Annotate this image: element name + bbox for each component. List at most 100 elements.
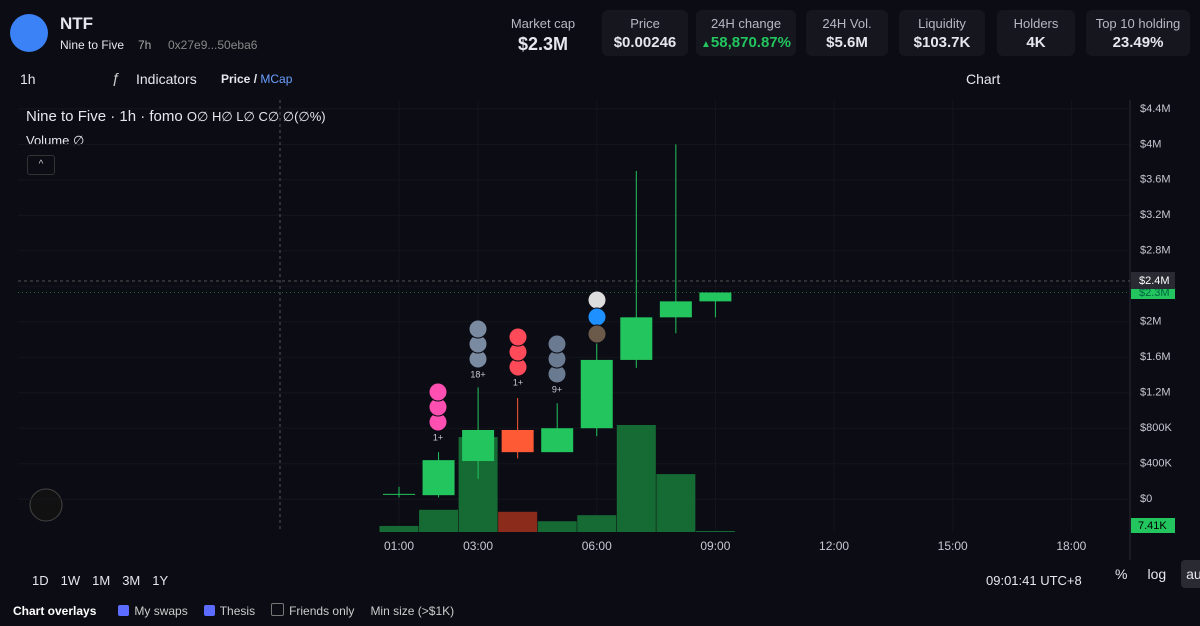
volume-bar	[577, 515, 617, 532]
indicators[interactable]: Indicators	[136, 71, 197, 87]
trader-avatar	[468, 319, 488, 339]
overlay-option[interactable]: Thesis	[203, 604, 256, 618]
stat: Market cap $2.3M	[505, 10, 581, 56]
checkbox	[271, 603, 285, 616]
option-label: My swaps	[134, 604, 188, 618]
stat-value: $103.7K	[899, 34, 985, 51]
checkbox	[203, 605, 215, 616]
x-tick-label: 18:00	[1056, 539, 1086, 553]
trader-avatar	[508, 327, 528, 347]
price-toggle[interactable]: Price / MCap	[221, 72, 293, 86]
legend-ohlc: O∅ H∅ L∅ C∅ ∅(∅%)	[186, 109, 326, 124]
trader-avatar	[587, 324, 607, 344]
up-arrow: ▲	[701, 39, 711, 50]
token-name: Nine to Five	[60, 38, 125, 52]
range-button[interactable]: 3M	[122, 573, 141, 588]
volume-tag	[1131, 518, 1175, 533]
badge-label: 9+	[552, 384, 562, 394]
y-tick-label: $1.6M	[1140, 351, 1171, 363]
value: $5.6M	[826, 34, 868, 51]
range-button[interactable]: 1W	[60, 573, 81, 588]
stat-label: Price	[630, 16, 660, 31]
fx-icon: ƒ	[112, 70, 121, 87]
scale-button[interactable]: log	[1147, 566, 1167, 582]
candle-body	[501, 429, 534, 453]
stat-value: ▲58,870.87%	[696, 34, 796, 51]
badge-label: 1+	[433, 432, 443, 442]
price: Price	[221, 72, 251, 86]
trader-avatar	[587, 307, 607, 327]
stat-label: 24H change	[710, 16, 782, 31]
overlay-option[interactable]: Friends only	[271, 603, 355, 618]
legend-name: Nine to Five · 1h · fomo	[26, 108, 183, 125]
scale-button[interactable]: auto	[1181, 560, 1200, 588]
x-tick-label: 15:00	[938, 539, 968, 553]
trader-avatar	[587, 290, 607, 310]
volume-bar	[656, 474, 696, 532]
min-size[interactable]: Min size (>$1K)	[370, 604, 455, 618]
x-tick-label: 09:00	[700, 539, 730, 553]
x-tick-label: 06:00	[582, 539, 612, 553]
y-tick-label: $400K	[1140, 458, 1172, 470]
volume-bar	[537, 521, 577, 532]
age: 7h	[138, 38, 152, 52]
y-tick-label: $0	[1140, 493, 1152, 505]
overlay-option[interactable]: My swaps	[118, 604, 188, 618]
interval[interactable]: 1h	[20, 71, 36, 87]
value: 23.49%	[1112, 34, 1164, 51]
y-tick-label: $4M	[1140, 138, 1161, 150]
option-label: Friends only	[289, 604, 355, 618]
y-tick-label: $3.6M	[1140, 174, 1171, 186]
stat-label: 24H Vol.	[822, 16, 872, 31]
scales: % logauto	[1100, 560, 1200, 588]
range-button[interactable]: 1D	[32, 573, 49, 588]
volume-label: 7.41K	[1138, 520, 1167, 532]
last-price-label: $2.3M	[1139, 287, 1170, 299]
collapse-button[interactable]: ^	[27, 155, 55, 175]
candle-body	[659, 301, 692, 318]
candle-body	[462, 429, 495, 462]
trader-avatar	[547, 334, 567, 354]
stat-value: $5.6M	[806, 34, 888, 51]
volume-bar	[419, 509, 459, 532]
stat: Top 10 holding 23.49%	[1086, 10, 1190, 56]
volume-bar	[695, 531, 735, 532]
y-tick-label: $1.2M	[1140, 387, 1171, 399]
badge-label: 1+	[513, 377, 523, 387]
volume-bar	[379, 525, 419, 532]
value: $103.7K	[913, 34, 971, 51]
volume-bar	[616, 425, 656, 532]
stat-value: 23.49%	[1086, 34, 1190, 51]
chart-type[interactable]: Chart	[966, 71, 1001, 87]
value: 4K	[1026, 34, 1046, 51]
checkbox	[118, 605, 130, 616]
value: 58,870.87%	[710, 34, 791, 51]
range-button[interactable]: 1Y	[152, 573, 169, 588]
x-tick-label: 12:00	[819, 539, 849, 553]
stat-label: Top 10 holding	[1095, 16, 1181, 31]
value: $2.3M	[517, 34, 569, 54]
stat: Holders 4K	[997, 10, 1075, 56]
stat: 24H Vol. $5.6M	[806, 10, 888, 56]
legend-title: Nine to Five · 1h · fomo O∅ H∅ L∅ C∅ ∅(∅…	[26, 108, 326, 125]
x-tick-label: 03:00	[463, 539, 493, 553]
range-button[interactable]: 1M	[92, 573, 111, 588]
token-avatar	[10, 14, 48, 52]
symbol: NTF	[60, 14, 94, 33]
stat: 24H change ▲58,870.87%	[696, 10, 796, 56]
x-tick-label: 01:00	[384, 539, 414, 553]
stat-value: 4K	[997, 34, 1075, 51]
scale-button[interactable]: %	[1115, 566, 1128, 582]
mcap: MCap	[260, 72, 293, 86]
crosshair-label: $2.4M	[1139, 275, 1170, 287]
tv-logo	[29, 488, 63, 522]
option-label: Thesis	[219, 604, 256, 618]
address[interactable]: 0x27e9...50eba6	[168, 38, 258, 52]
candle-body	[422, 460, 455, 496]
time: 09:01:41 UTC+8	[986, 573, 1082, 588]
last-price-tag	[1131, 286, 1175, 299]
badge-label: 18+	[470, 369, 485, 379]
candle-body	[541, 428, 574, 453]
